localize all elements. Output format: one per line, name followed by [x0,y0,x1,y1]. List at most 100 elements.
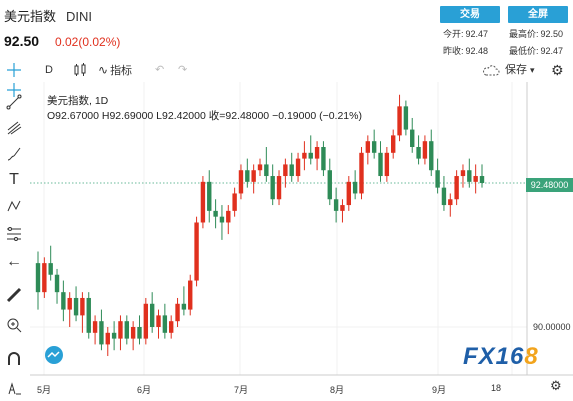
stat-prev-label: 昨收: [443,46,464,56]
x-label-sep: 9月 [432,385,447,395]
candle-body [219,216,225,223]
candle-type-icon[interactable] [73,60,87,80]
candle-body [42,263,47,293]
candle-body [429,141,434,171]
y-axis-label: 90.00000 [533,322,571,332]
candle-body [73,297,79,316]
candle-body [143,303,149,339]
interval-button[interactable]: D [45,64,53,76]
price-change: 0.02(0.02%) [55,35,121,49]
stat-low-label: 最低价: [509,46,539,56]
symbol-code: DINI [66,9,93,24]
stat-low-value: 92.47 [540,46,564,56]
candle-body [130,327,136,339]
candle-body [118,321,123,339]
last-price-tag: 92.48000 [526,178,573,192]
candle-body [454,176,459,200]
candle-body [467,170,472,182]
indicators-icon: ∿ [98,63,109,77]
undo-icon[interactable]: ↶ [155,64,165,76]
pitchfork-icon[interactable] [3,118,25,138]
candle-body [92,321,98,333]
candle-body [397,106,402,136]
candle-body [213,210,218,217]
candle-body [435,170,440,188]
candle-body [384,152,390,177]
candle-body [200,181,206,223]
trade-button[interactable]: 交易 [440,6,500,23]
candle-body [410,129,415,147]
candle-body [226,210,231,223]
redo-icon[interactable]: ↷ [178,64,188,76]
candle-body [48,263,53,275]
lock-drawing-icon[interactable] [3,378,25,398]
legend-symbol: 美元指数, 1D [47,95,109,107]
candle-body [276,176,282,200]
candle-body [67,297,72,310]
candle-body [378,152,383,177]
candle-body [54,274,60,293]
candle-body [207,181,212,211]
candlestick-chart[interactable]: ⚙ [30,82,573,401]
settings-gear-icon[interactable]: ⚙ [551,62,564,78]
last-price: 92.50 [4,33,40,49]
chevron-down-icon: ▾ [530,65,535,75]
candle-body [422,141,428,159]
axis-settings-icon: ⚙ [550,378,562,393]
candle-body [473,176,478,182]
zoom-in-icon[interactable] [3,315,25,335]
fib-icon[interactable] [3,224,25,244]
x-label-aug: 8月 [330,385,345,395]
candle-body [264,164,269,177]
ruler-icon[interactable] [3,285,25,305]
candle-body [86,297,91,333]
fx168-logo: FX168 [463,343,539,371]
candle-body [61,292,66,310]
save-button[interactable]: 保存 ▾ [505,60,535,80]
stat-open-label: 今开: [443,29,464,39]
brush-icon[interactable] [3,144,25,164]
stat-open: 今开: 92.47 [443,27,488,40]
candle-body [99,321,104,345]
candle-body [232,193,237,211]
logo-text-a: FX16 [463,343,525,370]
candle-body [105,332,110,345]
candle-body [352,181,358,194]
candle-body [295,158,301,177]
crosshair-tool-icon[interactable] [3,80,25,100]
candle-body [441,187,447,206]
crosshair-icon[interactable] [6,60,26,80]
candle-body [181,303,187,310]
stat-prev-value: 92.48 [465,46,489,56]
stat-high-label: 最高价: [509,29,539,39]
candle-body [333,199,339,211]
cloud-icon[interactable] [482,60,500,80]
fullscreen-button[interactable]: 全屏 [508,6,568,23]
cloud-marker-icon [45,346,63,364]
candle-body [35,263,41,293]
back-arrow-icon[interactable]: ← [6,253,22,270]
pattern-icon[interactable] [3,196,25,216]
x-label-18: 18 [491,383,502,393]
indicators-label: 指标 [110,65,133,77]
stat-prev-close: 昨收: 92.48 [443,44,488,57]
candle-body [365,141,371,153]
indicators-button[interactable]: ∿ 指标 [98,60,132,80]
candle-body [245,170,250,182]
candle-body [371,141,377,153]
stat-open-value: 92.47 [465,29,489,39]
candle-body [327,170,332,200]
candle-body [314,147,320,159]
candle-body [188,280,193,310]
chart-toolbar: D ∿ 指标 ↶ ↷ 保存 ▾ ⚙ [0,60,573,80]
candle-body [403,106,409,130]
candle-body [169,321,174,333]
candle-body [302,152,307,159]
drawing-toolbar: T ← [0,82,30,401]
legend-ohlc: O92.67000 H92.69000 L92.42000 收=92.48000… [47,110,362,122]
candle-body [283,164,288,177]
trend-line-icon[interactable] [3,92,25,112]
candle-body [175,303,180,322]
text-tool-icon[interactable]: T [9,171,19,188]
magnet-icon[interactable] [3,349,25,369]
